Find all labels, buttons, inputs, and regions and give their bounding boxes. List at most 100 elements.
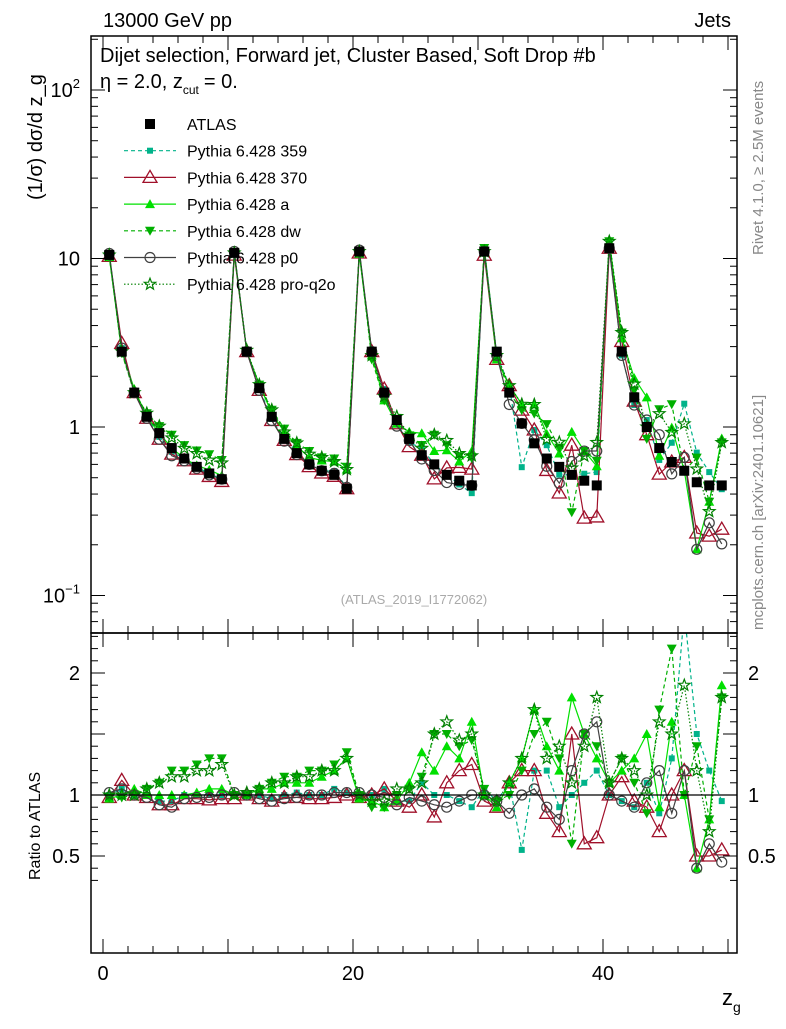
ratio-point-1 bbox=[563, 725, 580, 740]
ratio-point-0 bbox=[518, 846, 525, 853]
ratio-point-5 bbox=[626, 762, 642, 777]
ratio-point-2 bbox=[441, 741, 452, 751]
series-point-0 bbox=[656, 456, 663, 463]
ratio-point-5 bbox=[451, 732, 467, 747]
ratio-point-4 bbox=[703, 838, 715, 850]
ratio-point-1 bbox=[588, 829, 605, 844]
data-point bbox=[529, 438, 540, 449]
series-point-5 bbox=[664, 424, 680, 439]
ratio-point-0 bbox=[593, 767, 600, 774]
ratio-point-0 bbox=[706, 767, 713, 774]
data-point bbox=[379, 387, 390, 398]
ratio-point-4 bbox=[291, 791, 303, 804]
data-point bbox=[404, 433, 415, 444]
ratio-tick-label: 0.5 bbox=[52, 846, 80, 868]
series-point-3 bbox=[416, 440, 427, 450]
ratio-point-5 bbox=[401, 781, 417, 796]
data-point bbox=[341, 483, 352, 494]
series-point-5 bbox=[339, 461, 355, 476]
ratio-point-3 bbox=[704, 815, 715, 825]
data-point bbox=[254, 383, 265, 394]
data-point bbox=[516, 418, 527, 429]
ratio-point-5 bbox=[476, 787, 492, 802]
data-point bbox=[679, 465, 690, 476]
ratio-point-5 bbox=[314, 762, 330, 777]
ratio-point-5 bbox=[276, 775, 292, 790]
series-point-3 bbox=[216, 456, 227, 466]
data-point bbox=[466, 480, 477, 491]
ratio-line-4 bbox=[109, 720, 723, 871]
series-point-0 bbox=[706, 469, 713, 476]
series-point-0 bbox=[681, 400, 688, 407]
y-axis-label: (1/σ) dσ/d z_g bbox=[25, 74, 47, 200]
ratio-point-4 bbox=[678, 764, 690, 777]
data-point bbox=[179, 453, 190, 464]
legend-marker bbox=[141, 169, 159, 184]
ratio-point-2 bbox=[491, 802, 502, 812]
series-point-2 bbox=[654, 450, 665, 460]
ratio-point-4 bbox=[166, 801, 178, 813]
series-point-1 bbox=[688, 524, 705, 539]
ratio-point-3 bbox=[541, 717, 552, 727]
legend-label: Pythia 6.428 pro-q2o bbox=[187, 277, 336, 294]
series-point-5 bbox=[714, 434, 730, 449]
series-point-5 bbox=[576, 448, 592, 463]
data-point bbox=[366, 346, 377, 357]
series-point-1 bbox=[701, 527, 718, 542]
ratio-point-5 bbox=[689, 762, 705, 777]
series-point-5 bbox=[701, 503, 717, 518]
ratio-point-3 bbox=[591, 742, 602, 752]
series-point-3 bbox=[279, 424, 290, 434]
x-axis-label: zg bbox=[722, 985, 741, 1015]
ratio-point-4 bbox=[691, 862, 703, 874]
ratio-point-5 bbox=[114, 787, 130, 802]
data-point bbox=[191, 461, 202, 472]
ratio-point-0 bbox=[656, 810, 663, 817]
ratio-point-5 bbox=[601, 775, 617, 790]
ratio-point-5 bbox=[551, 738, 567, 753]
ratio-point-2 bbox=[429, 765, 440, 775]
data-point bbox=[141, 411, 152, 422]
ratio-point-5 bbox=[426, 726, 442, 741]
data-point bbox=[129, 387, 140, 398]
ratio-point-5 bbox=[289, 768, 305, 784]
ratio-line-3 bbox=[109, 648, 723, 844]
series-point-1 bbox=[551, 484, 568, 499]
data-point bbox=[116, 346, 127, 357]
ratio-point-0 bbox=[468, 804, 475, 811]
ratio-point-1 bbox=[338, 786, 355, 801]
ratio-point-4 bbox=[716, 856, 728, 868]
series-point-5 bbox=[464, 448, 480, 462]
ratio-point-2 bbox=[454, 753, 465, 763]
ratio-point-4 bbox=[253, 793, 265, 805]
legend-marker bbox=[147, 147, 153, 154]
ratio-point-5 bbox=[176, 768, 192, 784]
ratio-point-0 bbox=[668, 755, 675, 762]
ratio-point-2 bbox=[316, 771, 327, 781]
ratio-point-0 bbox=[331, 785, 338, 792]
ratio-point-1 bbox=[551, 823, 568, 838]
series-point-3 bbox=[166, 430, 177, 440]
ratio-point-1 bbox=[301, 790, 318, 805]
ratio-point-5 bbox=[676, 677, 692, 692]
ratio-point-2 bbox=[554, 765, 565, 775]
ratio-tick-label-right: 2 bbox=[748, 663, 759, 685]
legend-label: Pythia 6.428 p0 bbox=[187, 251, 298, 268]
ratio-tick-label-right: 0.5 bbox=[748, 846, 776, 868]
ratio-point-1 bbox=[663, 786, 680, 801]
ratio-point-3 bbox=[691, 742, 702, 752]
ratio-point-1 bbox=[613, 768, 630, 783]
ratio-point-5 bbox=[564, 775, 580, 790]
data-point bbox=[266, 411, 277, 422]
ratio-point-5 bbox=[589, 689, 605, 704]
data-point bbox=[616, 346, 627, 357]
ratio-point-4 bbox=[428, 799, 440, 811]
ratio-point-2 bbox=[654, 802, 665, 812]
ratio-point-5 bbox=[414, 775, 430, 790]
ratio-point-2 bbox=[716, 680, 727, 690]
ratio-point-1 bbox=[313, 790, 330, 805]
series-point-1 bbox=[588, 508, 605, 523]
series-point-5 bbox=[314, 449, 330, 464]
data-point bbox=[391, 415, 402, 426]
ratio-point-4 bbox=[416, 795, 428, 807]
